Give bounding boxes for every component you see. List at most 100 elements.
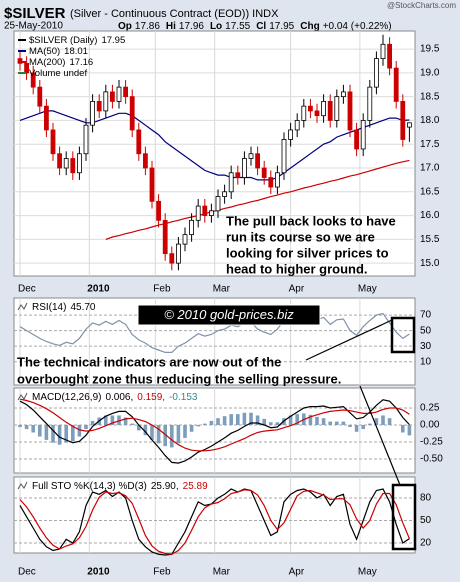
histogram-bar: [269, 422, 273, 425]
candle-body: [215, 196, 221, 212]
histogram-bar: [335, 421, 339, 425]
histogram-bar: [348, 424, 352, 428]
quote-value: 17.86: [135, 21, 160, 32]
histogram-bar: [262, 418, 266, 425]
candle-body: [314, 110, 320, 117]
y-tick-label: 15.5: [420, 234, 440, 245]
panel-icon: [17, 302, 28, 311]
candle-body: [136, 129, 142, 155]
annotation: run its course so we are: [226, 229, 375, 244]
quote-label: Chg: [300, 21, 319, 32]
histogram-bar: [18, 424, 22, 428]
x-tick-label: May: [358, 567, 377, 578]
candle-body: [182, 234, 188, 245]
series-line: [19, 398, 410, 452]
candle-body: [228, 172, 234, 193]
histogram-bar: [117, 415, 121, 425]
histogram-bar: [123, 417, 128, 425]
candle-body: [37, 86, 43, 107]
candle-body: [123, 86, 128, 98]
histogram-bar: [38, 424, 42, 437]
histogram-bar: [156, 424, 161, 444]
histogram-bar: [57, 424, 62, 445]
quote-value: 17.96: [179, 21, 204, 32]
candle-body: [288, 129, 294, 140]
panel-icon: [17, 392, 28, 401]
candle-body: [50, 129, 56, 155]
histogram-bar: [315, 416, 319, 425]
histogram-bar: [163, 424, 167, 447]
annotation: The pull back looks to have: [226, 213, 396, 228]
candle-body: [261, 167, 267, 178]
candle-body: [175, 243, 181, 264]
candle-body: [44, 105, 49, 131]
panel-title-value: -0.153: [169, 392, 198, 403]
candle-body: [96, 101, 102, 112]
legend-value: 17.95: [101, 35, 125, 46]
x-tick-label: Feb: [153, 567, 171, 578]
candle-body: [360, 120, 366, 150]
candle-body: [208, 210, 214, 216]
legend-name: $SILVER (Daily): [29, 35, 97, 46]
y-tick-label: 20: [420, 538, 432, 549]
histogram-bar: [84, 424, 88, 430]
candle-body: [63, 158, 69, 169]
panel-title-name: MACD(12,26,9): [32, 392, 101, 403]
candle-body: [255, 153, 261, 169]
candle-body: [334, 96, 340, 121]
histogram-bar: [90, 420, 95, 425]
histogram-bar: [209, 420, 214, 425]
histogram-bar: [51, 424, 55, 443]
legend-entry: $SILVER (Daily) 17.95: [29, 35, 125, 46]
quote-label: Op: [118, 21, 132, 32]
y-tick-label: 10: [420, 356, 432, 367]
candle-body: [156, 200, 162, 221]
annotation: head to higher ground.: [226, 261, 368, 276]
y-tick-label: 70: [420, 310, 432, 321]
histogram-bar: [308, 414, 313, 425]
y-tick-label: 19.5: [420, 44, 440, 55]
candle-body: [268, 177, 274, 188]
panel-title: Full STO %K(14,3) %D(3) 25.90, 25.89: [32, 481, 208, 492]
histogram-bar: [255, 415, 260, 425]
y-tick-label: 30: [420, 341, 432, 352]
y-tick-label: 50: [420, 515, 432, 526]
y-tick-label: -0.50: [420, 454, 443, 465]
x-tick-label: Mar: [213, 284, 231, 295]
description: (Silver - Continuous Contract (EOD)) IND…: [70, 8, 279, 20]
histogram-bar: [407, 424, 412, 436]
histogram-bar: [236, 414, 240, 425]
histogram-bar: [374, 418, 379, 425]
histogram-bar: [24, 424, 29, 430]
quote-label: Cl: [256, 21, 266, 32]
legend-entry: MA(200) 17.16: [29, 57, 93, 68]
candle-body: [373, 58, 379, 88]
candle-body: [393, 67, 399, 102]
candle-body: [142, 153, 148, 169]
candle-body: [103, 91, 109, 112]
candle-body: [307, 105, 313, 112]
candle-body: [30, 72, 36, 88]
histogram-bar: [31, 424, 35, 433]
panel-title-value: 0.159,: [137, 392, 165, 403]
histogram-bar: [387, 418, 392, 425]
legend-value: 17.16: [69, 57, 93, 68]
x-tick-label: Dec: [18, 567, 36, 578]
candle-body: [327, 101, 333, 121]
x-tick-label: Dec: [18, 284, 36, 295]
histogram-bar: [242, 412, 247, 425]
candle-body: [406, 122, 412, 128]
candle-body: [222, 191, 228, 197]
legend-entry: Volume undef: [29, 68, 87, 79]
histogram-bar: [321, 418, 326, 425]
candle-body: [367, 86, 373, 121]
highlight-box: [391, 483, 417, 551]
y-tick-label: 17.5: [420, 139, 440, 150]
quote-label: Hi: [166, 21, 176, 32]
legend-entry: MA(50) 18.01: [29, 46, 88, 57]
panel-icon: [17, 481, 28, 490]
candle-body: [116, 86, 122, 102]
x-tick-label: May: [358, 284, 377, 295]
histogram-bar: [130, 423, 134, 425]
